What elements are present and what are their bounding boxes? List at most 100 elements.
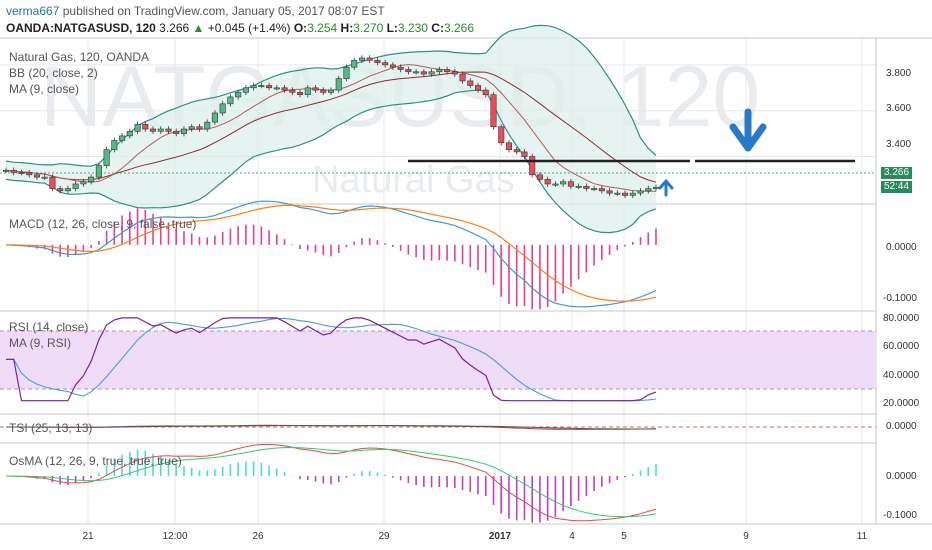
- candle: [575, 185, 582, 188]
- candle: [405, 69, 412, 73]
- last-price: 3.266: [159, 21, 190, 35]
- candle: [358, 57, 365, 61]
- candle: [242, 87, 249, 93]
- price-axis-tick: 3.400: [886, 139, 912, 150]
- candle: [142, 124, 149, 130]
- macd-layer: [5, 200, 657, 310]
- watermark-name: Natural Gas: [312, 159, 515, 201]
- last-price-badge: 3.266: [881, 167, 913, 179]
- candle: [297, 92, 304, 95]
- quote-line: OANDA:NATGASUSD, 120 3.266 ▲ +0.045 (+1.…: [6, 21, 474, 35]
- price-change: +0.045 (+1.4%): [207, 21, 291, 35]
- candle: [637, 190, 644, 194]
- candle: [536, 174, 543, 180]
- candle: [150, 128, 157, 132]
- candle: [513, 149, 520, 153]
- candle: [505, 142, 512, 150]
- candle: [467, 80, 474, 86]
- candle: [552, 183, 559, 186]
- rsi-ma-legend[interactable]: MA (9, RSI): [9, 336, 72, 350]
- chart-grid: [0, 38, 876, 524]
- tsi-signal-line: [6, 425, 657, 430]
- candle: [622, 192, 629, 196]
- candle: [475, 85, 482, 91]
- time-axis-label: 21: [82, 531, 94, 542]
- osma-axis-tick: 0.0000: [886, 471, 917, 482]
- candle: [389, 64, 396, 68]
- candle: [490, 94, 497, 128]
- publish-text: published on TradingView.com, January 05…: [62, 4, 385, 18]
- rsi-legend[interactable]: RSI (14, close): [9, 320, 89, 334]
- rsi-layer: [6, 317, 657, 402]
- candle: [598, 188, 605, 192]
- bb-lower-line: [5, 89, 657, 234]
- osma-layer: [5, 444, 657, 523]
- low-value: L:3.230: [386, 21, 428, 35]
- candle: [211, 112, 218, 123]
- candle: [645, 188, 652, 192]
- candle: [204, 121, 211, 130]
- candle: [33, 174, 40, 178]
- candle: [591, 188, 598, 191]
- candle: [366, 57, 373, 61]
- candle: [529, 156, 536, 176]
- candle: [49, 176, 56, 189]
- tsi-axis-tick: 0.0000: [886, 421, 917, 432]
- time-axis-label: 5: [621, 531, 627, 542]
- candle: [10, 169, 17, 173]
- up-arrow-icon[interactable]: [658, 179, 674, 197]
- macd-axis-tick: 0.0000: [886, 242, 917, 253]
- osma-legend[interactable]: OsMA (12, 26, 9, true, true, true): [9, 454, 182, 468]
- tsi-legend[interactable]: TSI (25, 13, 13): [9, 421, 93, 435]
- time-axis-label: 12:00: [162, 531, 188, 542]
- candle: [544, 179, 551, 185]
- bb-legend[interactable]: BB (20, close, 2): [9, 66, 98, 80]
- down-arrow-icon[interactable]: [729, 108, 767, 152]
- macd-legend[interactable]: MACD (12, 26, close, 9, false, true): [9, 217, 197, 231]
- candle: [428, 71, 435, 75]
- signal-line: [5, 204, 657, 302]
- candle: [188, 126, 195, 130]
- rsi-line: [6, 317, 657, 402]
- candle: [482, 89, 489, 95]
- candle: [2, 169, 10, 172]
- time-axis-label: 9: [743, 531, 749, 542]
- candle: [583, 185, 590, 189]
- price-axis-tick: 3.800: [886, 68, 912, 79]
- chart-header: verma667 published on TradingView.com, J…: [0, 0, 932, 36]
- time-axis-label: 29: [378, 531, 390, 542]
- candle: [335, 78, 342, 91]
- macd-axis-tick: -0.1000: [883, 293, 917, 304]
- candle: [629, 192, 636, 196]
- candle: [88, 176, 95, 182]
- rsi-axis-tick: 20.0000: [883, 398, 920, 409]
- candle: [374, 60, 381, 63]
- author-link[interactable]: verma667: [6, 4, 60, 18]
- candle: [111, 140, 118, 150]
- candle: [80, 181, 87, 185]
- candle: [95, 165, 102, 178]
- candle: [250, 85, 257, 89]
- close-value: C:3.266: [431, 21, 474, 35]
- candle: [560, 181, 567, 185]
- candle: [266, 85, 273, 89]
- candle: [173, 131, 180, 134]
- ma-legend[interactable]: MA (9, close): [9, 82, 80, 96]
- candle: [41, 176, 48, 179]
- candle: [196, 126, 203, 130]
- candle: [413, 71, 420, 74]
- price-axis-tick: 3.600: [886, 103, 912, 114]
- countdown-badge: 52:44: [881, 181, 913, 193]
- time-axis-label: 11: [856, 531, 868, 542]
- candle: [119, 135, 126, 141]
- candle: [281, 87, 288, 91]
- candle: [652, 186, 660, 189]
- candle: [459, 73, 466, 82]
- rsi-ma-line: [6, 317, 657, 402]
- candle: [180, 128, 187, 134]
- time-axis-label: 4: [569, 531, 575, 542]
- candle: [351, 60, 358, 68]
- candle: [57, 188, 64, 192]
- candle: [72, 183, 79, 189]
